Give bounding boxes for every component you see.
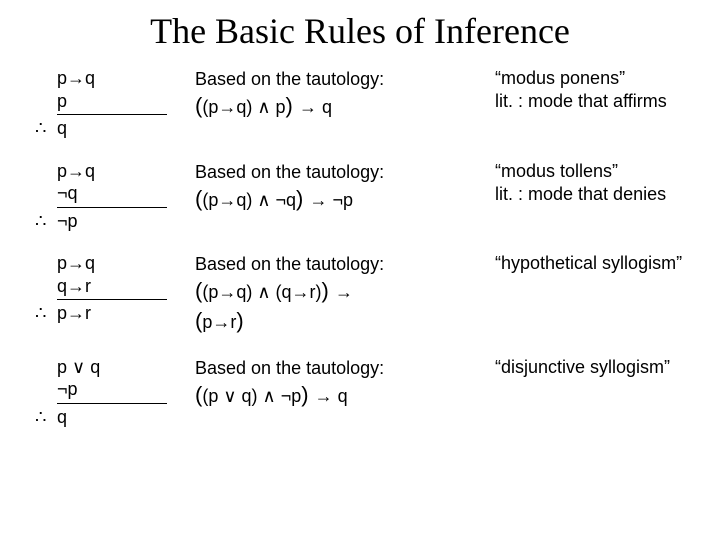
conclusion: ∴q bbox=[35, 406, 185, 429]
rule-derivation: p→q p ∴q bbox=[35, 67, 185, 140]
rule-name-line1: “modus tollens” bbox=[495, 160, 720, 183]
formula-inner: → q bbox=[299, 97, 332, 117]
conclusion-text: p→r bbox=[57, 303, 91, 323]
rule-name-line2: lit. : mode that affirms bbox=[495, 90, 720, 113]
premise: p→q bbox=[57, 67, 185, 90]
tautology-cell: Based on the tautology: ((p→q) ∧ ¬q) → ¬… bbox=[195, 160, 485, 233]
formula-inner: p→r bbox=[202, 312, 236, 332]
premise: p→q bbox=[57, 160, 185, 183]
tautology-cell: Based on the tautology: ((p ∨ q) ∧ ¬p) →… bbox=[195, 356, 485, 429]
formula-inner: (p→q) ∧ (q→r) bbox=[202, 282, 321, 302]
rules-grid: p→q p ∴q Based on the tautology: ((p→q) … bbox=[35, 67, 700, 428]
tautology-cell: Based on the tautology: ((p→q) ∧ (q→r)) … bbox=[195, 252, 485, 336]
formula-inner: → q bbox=[315, 386, 348, 406]
conclusion: ∴p→r bbox=[35, 302, 185, 325]
inference-line bbox=[57, 299, 167, 300]
formula-inner: → ¬p bbox=[310, 190, 354, 210]
conclusion-text: q bbox=[57, 118, 67, 138]
tautology-cell: Based on the tautology: ((p→q) ∧ p) → q bbox=[195, 67, 485, 140]
formula-inner: (p→q) ∧ p bbox=[202, 97, 285, 117]
therefore-symbol: ∴ bbox=[35, 210, 57, 233]
conclusion-text: q bbox=[57, 407, 67, 427]
rule-name-line1: “disjunctive syllogism” bbox=[495, 356, 720, 379]
premise: p→q bbox=[57, 252, 185, 275]
tautology-formula: ((p ∨ q) ∧ ¬p) → q bbox=[195, 380, 485, 410]
rule-name-line2: lit. : mode that denies bbox=[495, 183, 720, 206]
therefore-symbol: ∴ bbox=[35, 406, 57, 429]
conclusion: ∴q bbox=[35, 117, 185, 140]
rule-derivation: p ∨ q ¬p ∴q bbox=[35, 356, 185, 429]
tautology-formula: ((p→q) ∧ ¬q) → ¬p bbox=[195, 184, 485, 214]
rule-name: “modus ponens” lit. : mode that affirms bbox=[495, 67, 720, 140]
inference-line bbox=[57, 207, 167, 208]
therefore-symbol: ∴ bbox=[35, 302, 57, 325]
premise: q→r bbox=[57, 275, 185, 298]
rule-name: “disjunctive syllogism” bbox=[495, 356, 720, 429]
rule-name-line1: “modus ponens” bbox=[495, 67, 720, 90]
based-on-label: Based on the tautology: bbox=[195, 356, 485, 380]
tautology-formula: ((p→q) ∧ (q→r)) → bbox=[195, 276, 485, 306]
based-on-label: Based on the tautology: bbox=[195, 160, 485, 184]
tautology-formula: ((p→q) ∧ p) → q bbox=[195, 91, 485, 121]
premise: ¬p bbox=[57, 378, 185, 401]
based-on-label: Based on the tautology: bbox=[195, 252, 485, 276]
conclusion-text: ¬p bbox=[57, 211, 78, 231]
tautology-formula-line2: (p→r) bbox=[195, 306, 485, 336]
rule-derivation: p→q ¬q ∴¬p bbox=[35, 160, 185, 233]
paren: ) bbox=[301, 382, 314, 407]
rule-name: “hypothetical syllogism” bbox=[495, 252, 720, 336]
inference-line bbox=[57, 114, 167, 115]
formula-inner: (p ∨ q) ∧ ¬p bbox=[202, 386, 301, 406]
paren: ) bbox=[296, 186, 309, 211]
premise: p ∨ q bbox=[57, 356, 185, 379]
therefore-symbol: ∴ bbox=[35, 117, 57, 140]
paren: ) bbox=[286, 93, 299, 118]
paren: ) bbox=[236, 308, 243, 333]
conclusion: ∴¬p bbox=[35, 210, 185, 233]
formula-inner: → bbox=[335, 282, 353, 302]
inference-line bbox=[57, 403, 167, 404]
rule-name-line1: “hypothetical syllogism” bbox=[495, 252, 720, 275]
formula-inner: (p→q) ∧ ¬q bbox=[202, 190, 296, 210]
premise: ¬q bbox=[57, 182, 185, 205]
premise: p bbox=[57, 90, 185, 113]
based-on-label: Based on the tautology: bbox=[195, 67, 485, 91]
paren: ) bbox=[322, 278, 335, 303]
page-title: The Basic Rules of Inference bbox=[20, 10, 700, 52]
rule-derivation: p→q q→r ∴p→r bbox=[35, 252, 185, 336]
rule-name: “modus tollens” lit. : mode that denies bbox=[495, 160, 720, 233]
